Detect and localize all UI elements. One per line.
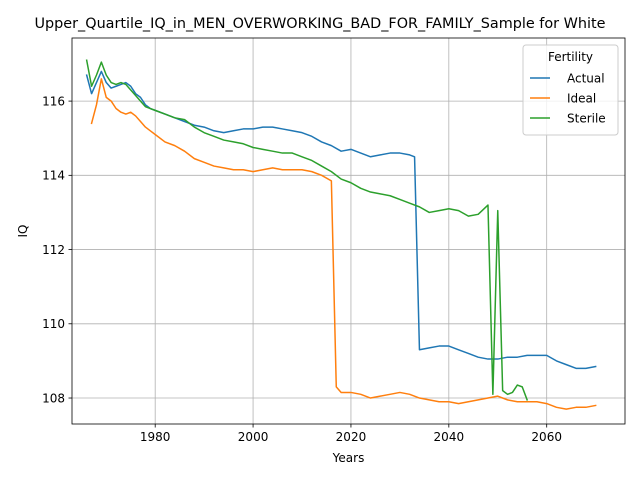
legend-label-ideal: Ideal [567,91,596,105]
y-tick-label: 112 [42,243,65,257]
x-tick-label: 2040 [434,430,465,444]
legend-entries: Actual Ideal Sterile [530,71,606,125]
chart-title: Upper_Quartile_IQ_in_MEN_OVERWORKING_BAD… [34,16,605,32]
series-lines [85,59,597,410]
series-line-sterile [85,59,529,401]
y-tick-label: 114 [42,169,65,183]
x-axis-label: Years [332,451,365,465]
y-tick-label: 110 [42,317,65,331]
x-tick-label: 2060 [531,430,562,444]
legend-box [522,44,619,136]
series-line-ideal [90,78,597,410]
y-tick-label: 116 [42,94,65,108]
x-tick-label: 2000 [238,430,269,444]
x-tick-label: 1980 [140,430,171,444]
legend: Fertility Actual Ideal Sterile [522,44,619,136]
axis-ticks: 1980 2000 2020 2040 2060 108 110 112 114 116 [42,94,562,444]
y-axis-label: IQ [16,225,30,238]
x-tick-label: 2020 [336,430,367,444]
legend-label-actual: Actual [567,71,605,85]
legend-title: Fertility [548,50,593,64]
y-tick-label: 108 [42,391,65,405]
legend-label-sterile: Sterile [567,111,606,125]
plot-area-frame [71,37,626,425]
series-line-actual [85,70,597,370]
